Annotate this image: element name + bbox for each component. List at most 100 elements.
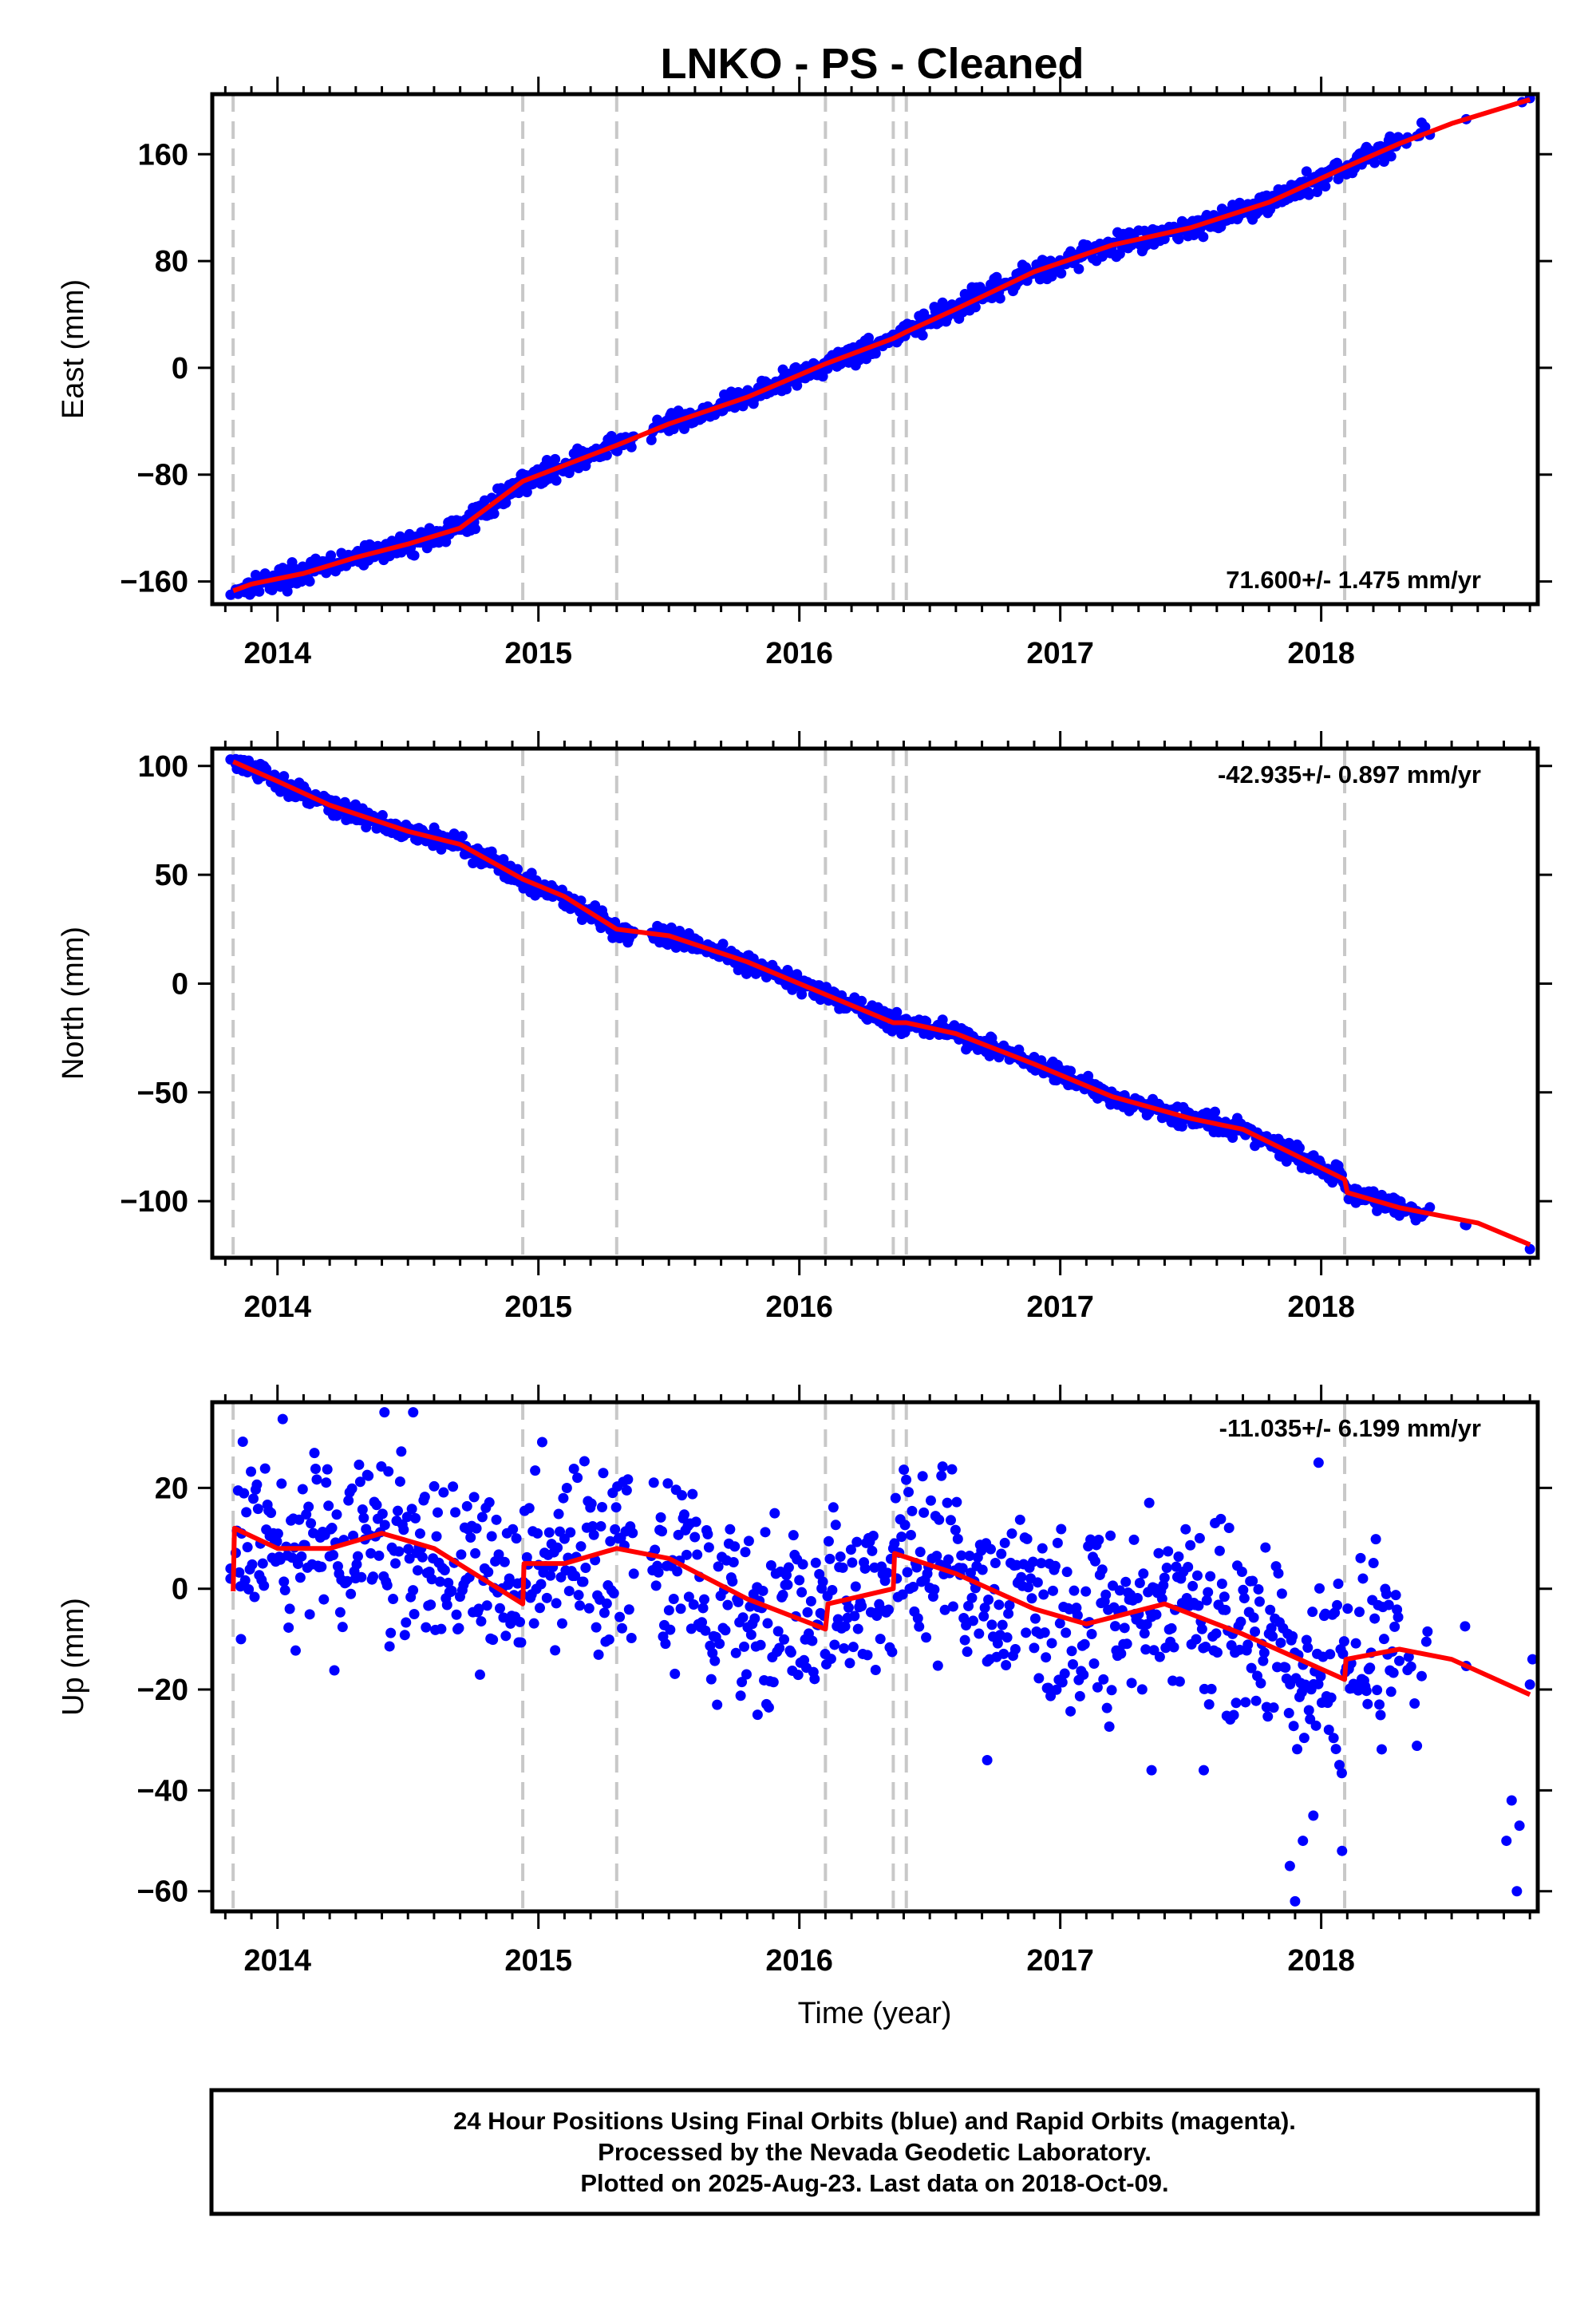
data-point xyxy=(570,1571,581,1582)
data-point xyxy=(476,1616,487,1627)
data-point xyxy=(321,1477,332,1488)
data-point xyxy=(408,1585,419,1596)
data-point xyxy=(1332,1599,1343,1611)
model-fit-line xyxy=(232,97,1531,594)
data-point xyxy=(757,1585,768,1596)
data-point xyxy=(346,1588,357,1599)
data-point xyxy=(1100,1589,1112,1600)
data-point xyxy=(1242,1639,1254,1650)
data-point xyxy=(737,1612,749,1623)
data-point xyxy=(1416,1670,1427,1682)
data-point xyxy=(1254,1596,1265,1607)
data-point xyxy=(720,1625,731,1636)
data-point xyxy=(1052,1537,1063,1548)
data-point xyxy=(1337,1648,1349,1659)
data-point xyxy=(294,1572,306,1583)
data-point xyxy=(1247,1575,1258,1587)
plot-frame xyxy=(210,92,1540,607)
data-point xyxy=(882,1567,893,1579)
y-tick-label: 100 xyxy=(138,750,188,784)
data-point xyxy=(1092,1682,1103,1693)
data-point xyxy=(889,1538,900,1549)
data-point xyxy=(828,1502,839,1513)
data-point xyxy=(448,1481,459,1492)
data-point xyxy=(551,1598,562,1609)
data-point xyxy=(702,1528,713,1539)
data-point xyxy=(1033,1673,1045,1684)
data-point xyxy=(363,1470,374,1481)
data-point xyxy=(1006,1528,1017,1539)
data-point xyxy=(862,1650,873,1661)
data-point xyxy=(1128,1534,1140,1545)
data-point xyxy=(917,1471,928,1482)
data-point xyxy=(1141,1618,1152,1630)
data-point xyxy=(1420,1636,1432,1647)
data-point xyxy=(709,1655,721,1666)
data-point xyxy=(1374,1699,1385,1710)
data-point xyxy=(1219,1591,1230,1603)
data-point xyxy=(1146,1765,1157,1776)
data-point xyxy=(1148,1645,1159,1656)
data-point xyxy=(782,1579,793,1591)
data-point xyxy=(1191,1634,1202,1645)
data-point xyxy=(1065,1705,1077,1717)
data-point xyxy=(890,1492,901,1504)
data-point xyxy=(844,1658,855,1669)
data-point xyxy=(568,1463,579,1474)
y-tick-label: 80 xyxy=(155,245,188,279)
data-point xyxy=(377,1508,388,1520)
data-point xyxy=(1372,1685,1383,1696)
footer-line-2: Processed by the Nevada Geodetic Laborat… xyxy=(598,2138,1152,2166)
data-point xyxy=(1273,1567,1284,1579)
data-point xyxy=(1194,1532,1205,1543)
data-point xyxy=(311,1474,322,1485)
data-point xyxy=(792,1670,804,1681)
plot-frame xyxy=(210,746,1540,1260)
data-point xyxy=(1506,1795,1517,1806)
data-point xyxy=(237,1437,248,1448)
data-point xyxy=(942,1497,953,1508)
data-point xyxy=(677,1490,688,1501)
data-point xyxy=(1393,1611,1404,1622)
data-point xyxy=(856,995,867,1006)
data-point xyxy=(381,1579,393,1591)
data-point xyxy=(897,1589,908,1600)
data-point xyxy=(1029,1613,1041,1624)
data-point xyxy=(392,1505,403,1516)
data-point xyxy=(769,1508,780,1519)
data-point xyxy=(705,1674,717,1685)
data-point xyxy=(373,1550,385,1561)
data-point xyxy=(603,1634,614,1645)
data-point xyxy=(451,1609,462,1620)
data-point xyxy=(623,1604,634,1615)
data-point xyxy=(1054,1618,1065,1629)
data-point xyxy=(553,1508,564,1520)
x-tick-label: 2015 xyxy=(504,1944,572,1978)
x-tick-label: 2018 xyxy=(1287,1944,1355,1978)
x-tick-label: 2014 xyxy=(243,1944,311,1978)
data-point xyxy=(473,1603,484,1614)
data-point xyxy=(1357,1573,1369,1584)
data-point xyxy=(998,1648,1009,1659)
data-point xyxy=(494,1603,505,1614)
data-point xyxy=(714,1638,725,1650)
data-point xyxy=(343,1495,354,1506)
data-point xyxy=(429,1480,440,1492)
data-point xyxy=(915,1547,926,1558)
data-point xyxy=(1161,1563,1172,1574)
data-point xyxy=(912,1613,923,1624)
data-point xyxy=(965,1567,976,1579)
panel-east: −160 −80 0 80 160 2014 2015 2016 2017 2018 East (m… xyxy=(57,77,1552,670)
data-point xyxy=(409,1608,420,1619)
data-point xyxy=(797,1559,808,1570)
data-point xyxy=(591,1622,602,1633)
data-point xyxy=(352,1551,363,1562)
data-point xyxy=(1368,1186,1379,1197)
data-point xyxy=(491,1514,502,1525)
data-point xyxy=(1290,1895,1301,1907)
data-point xyxy=(1284,1860,1295,1871)
data-point xyxy=(1313,1678,1324,1690)
data-point xyxy=(1061,1567,1073,1578)
data-point xyxy=(414,1528,425,1539)
data-point xyxy=(536,1437,547,1448)
